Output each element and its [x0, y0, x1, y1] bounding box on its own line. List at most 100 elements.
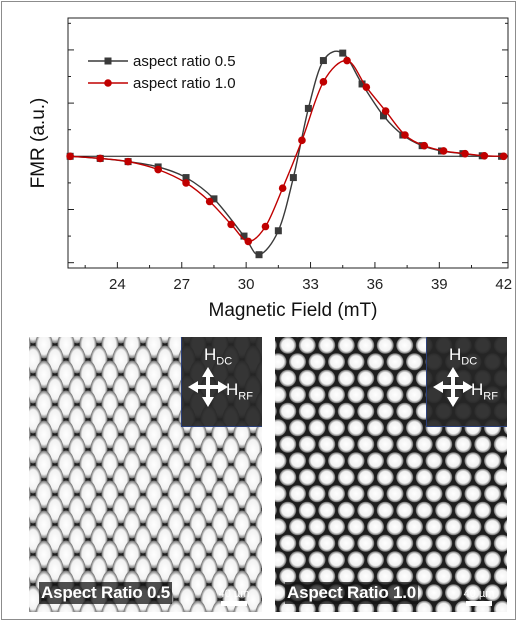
dot [386, 518, 404, 536]
dot [298, 501, 316, 519]
dot [503, 453, 507, 468]
dot [454, 468, 472, 486]
dot [279, 402, 297, 420]
data-point [499, 152, 508, 161]
dot [275, 406, 277, 417]
dot [318, 402, 336, 420]
dot [503, 585, 507, 600]
dot [347, 419, 365, 437]
dot [464, 452, 482, 470]
dot [406, 419, 423, 437]
dot [279, 369, 297, 387]
dot [275, 386, 287, 404]
dot [386, 353, 404, 371]
data-point [278, 184, 287, 193]
dot [357, 501, 375, 519]
dot [445, 485, 462, 503]
dot [484, 518, 501, 536]
dot [415, 435, 433, 453]
dot [279, 501, 297, 519]
dot [367, 518, 384, 536]
dot [376, 337, 394, 354]
dot [328, 551, 345, 569]
dot [396, 337, 414, 354]
dot [454, 534, 472, 552]
dot [189, 600, 207, 612]
dot [357, 534, 375, 552]
dot [337, 534, 355, 552]
dot [357, 435, 375, 453]
dot [376, 567, 394, 585]
field-direction-inset: HDC HRF [426, 337, 507, 427]
dot [484, 551, 501, 569]
panel-label: Aspect Ratio 1.0 [285, 582, 419, 604]
dot [337, 567, 355, 585]
circular-dot-array [275, 337, 507, 612]
dot [396, 468, 414, 486]
dot [435, 501, 453, 519]
dot [289, 419, 306, 437]
dot [367, 353, 384, 371]
dot [347, 452, 365, 470]
dot [308, 518, 326, 536]
h-dc-label: HDC [449, 345, 478, 368]
dot [396, 567, 414, 585]
dot [275, 472, 277, 483]
dot [244, 585, 262, 612]
dot [425, 551, 443, 569]
dot [289, 452, 306, 470]
data-point [343, 56, 351, 65]
dot [367, 386, 384, 404]
dot [493, 468, 507, 486]
dot [275, 551, 287, 569]
data-point [304, 104, 312, 112]
dot [464, 518, 482, 536]
dot [415, 600, 433, 612]
dot [435, 468, 453, 486]
dot [308, 353, 326, 371]
dot [298, 402, 316, 420]
dot [318, 369, 336, 387]
scale-bar: 40 µm [459, 588, 499, 606]
data-point [227, 220, 235, 229]
x-tick-label: 27 [173, 276, 190, 293]
dot [464, 584, 482, 602]
data-point [182, 174, 190, 182]
plot-frame [67, 17, 509, 269]
dot [493, 501, 507, 519]
scale-bar-line [221, 601, 247, 606]
dot [415, 534, 433, 552]
fmr-chart: 24 27 30 33 36 39 42 Magnetic Field (mT) FMR (a.… [28, 17, 512, 321]
data-point [274, 227, 282, 235]
dot [484, 584, 501, 602]
x-axis-label: Magnetic Field (mT) [209, 300, 378, 321]
dot [328, 485, 345, 503]
dot [289, 353, 306, 371]
dot [396, 501, 414, 519]
x-tick-label: 33 [302, 276, 319, 293]
dot [298, 435, 316, 453]
dot [298, 534, 316, 552]
data-point [210, 195, 218, 203]
dot [445, 551, 462, 569]
dot [178, 585, 196, 612]
dot [386, 551, 404, 569]
field-arrows-icon [433, 367, 473, 407]
dot [425, 485, 443, 503]
dot [275, 505, 277, 516]
scale-bar-line [466, 601, 492, 606]
dot [275, 353, 287, 371]
scale-bar: 40 µm [214, 588, 254, 606]
dot [357, 402, 375, 420]
dot [406, 452, 423, 470]
dot [367, 419, 384, 437]
data-point [380, 112, 388, 120]
dot [357, 468, 375, 486]
dot [318, 435, 336, 453]
dot [298, 337, 316, 354]
dot [275, 340, 277, 351]
data-point [319, 78, 328, 86]
dot [474, 501, 492, 519]
dot [386, 386, 404, 404]
dot [328, 386, 345, 404]
